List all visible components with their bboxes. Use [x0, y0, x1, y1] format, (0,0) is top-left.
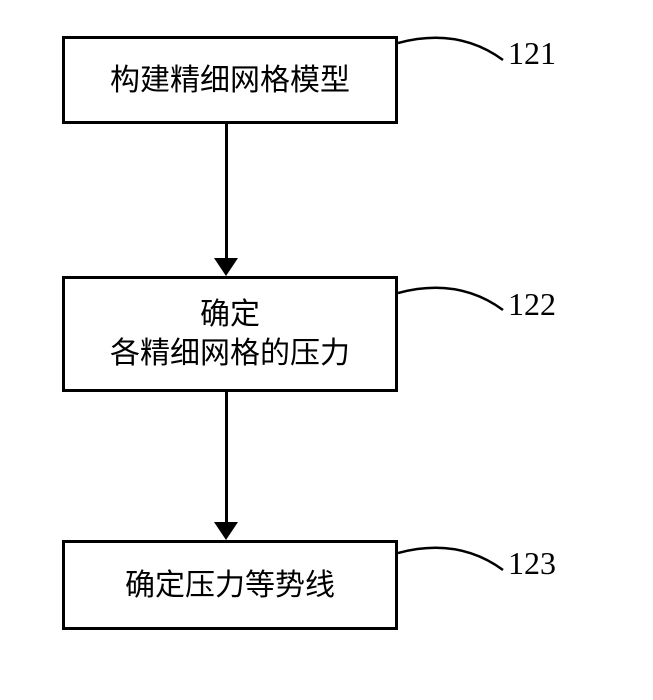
flowchart-box-3: 确定压力等势线 — [62, 540, 398, 630]
arrow-line-1 — [225, 124, 228, 262]
arrowhead-1 — [214, 258, 238, 276]
arrow-line-2 — [225, 392, 228, 526]
arrowhead-2 — [214, 522, 238, 540]
flowchart-box-1: 构建精细网格模型 — [62, 36, 398, 124]
connector-curve-2 — [398, 280, 508, 325]
step-label-2: 122 — [508, 286, 556, 323]
box-3-text: 确定压力等势线 — [125, 566, 335, 605]
flowchart-container: 构建精细网格模型 121 确定 各精细网格的压力 122 确定压力等势线 123 — [0, 0, 653, 700]
box-2-text: 确定 各精细网格的压力 — [110, 295, 350, 373]
box-1-text: 构建精细网格模型 — [110, 61, 350, 100]
connector-curve-3 — [398, 540, 508, 585]
step-label-3: 123 — [508, 545, 556, 582]
connector-curve-1 — [398, 30, 508, 75]
flowchart-box-2: 确定 各精细网格的压力 — [62, 276, 398, 392]
step-label-1: 121 — [508, 35, 556, 72]
